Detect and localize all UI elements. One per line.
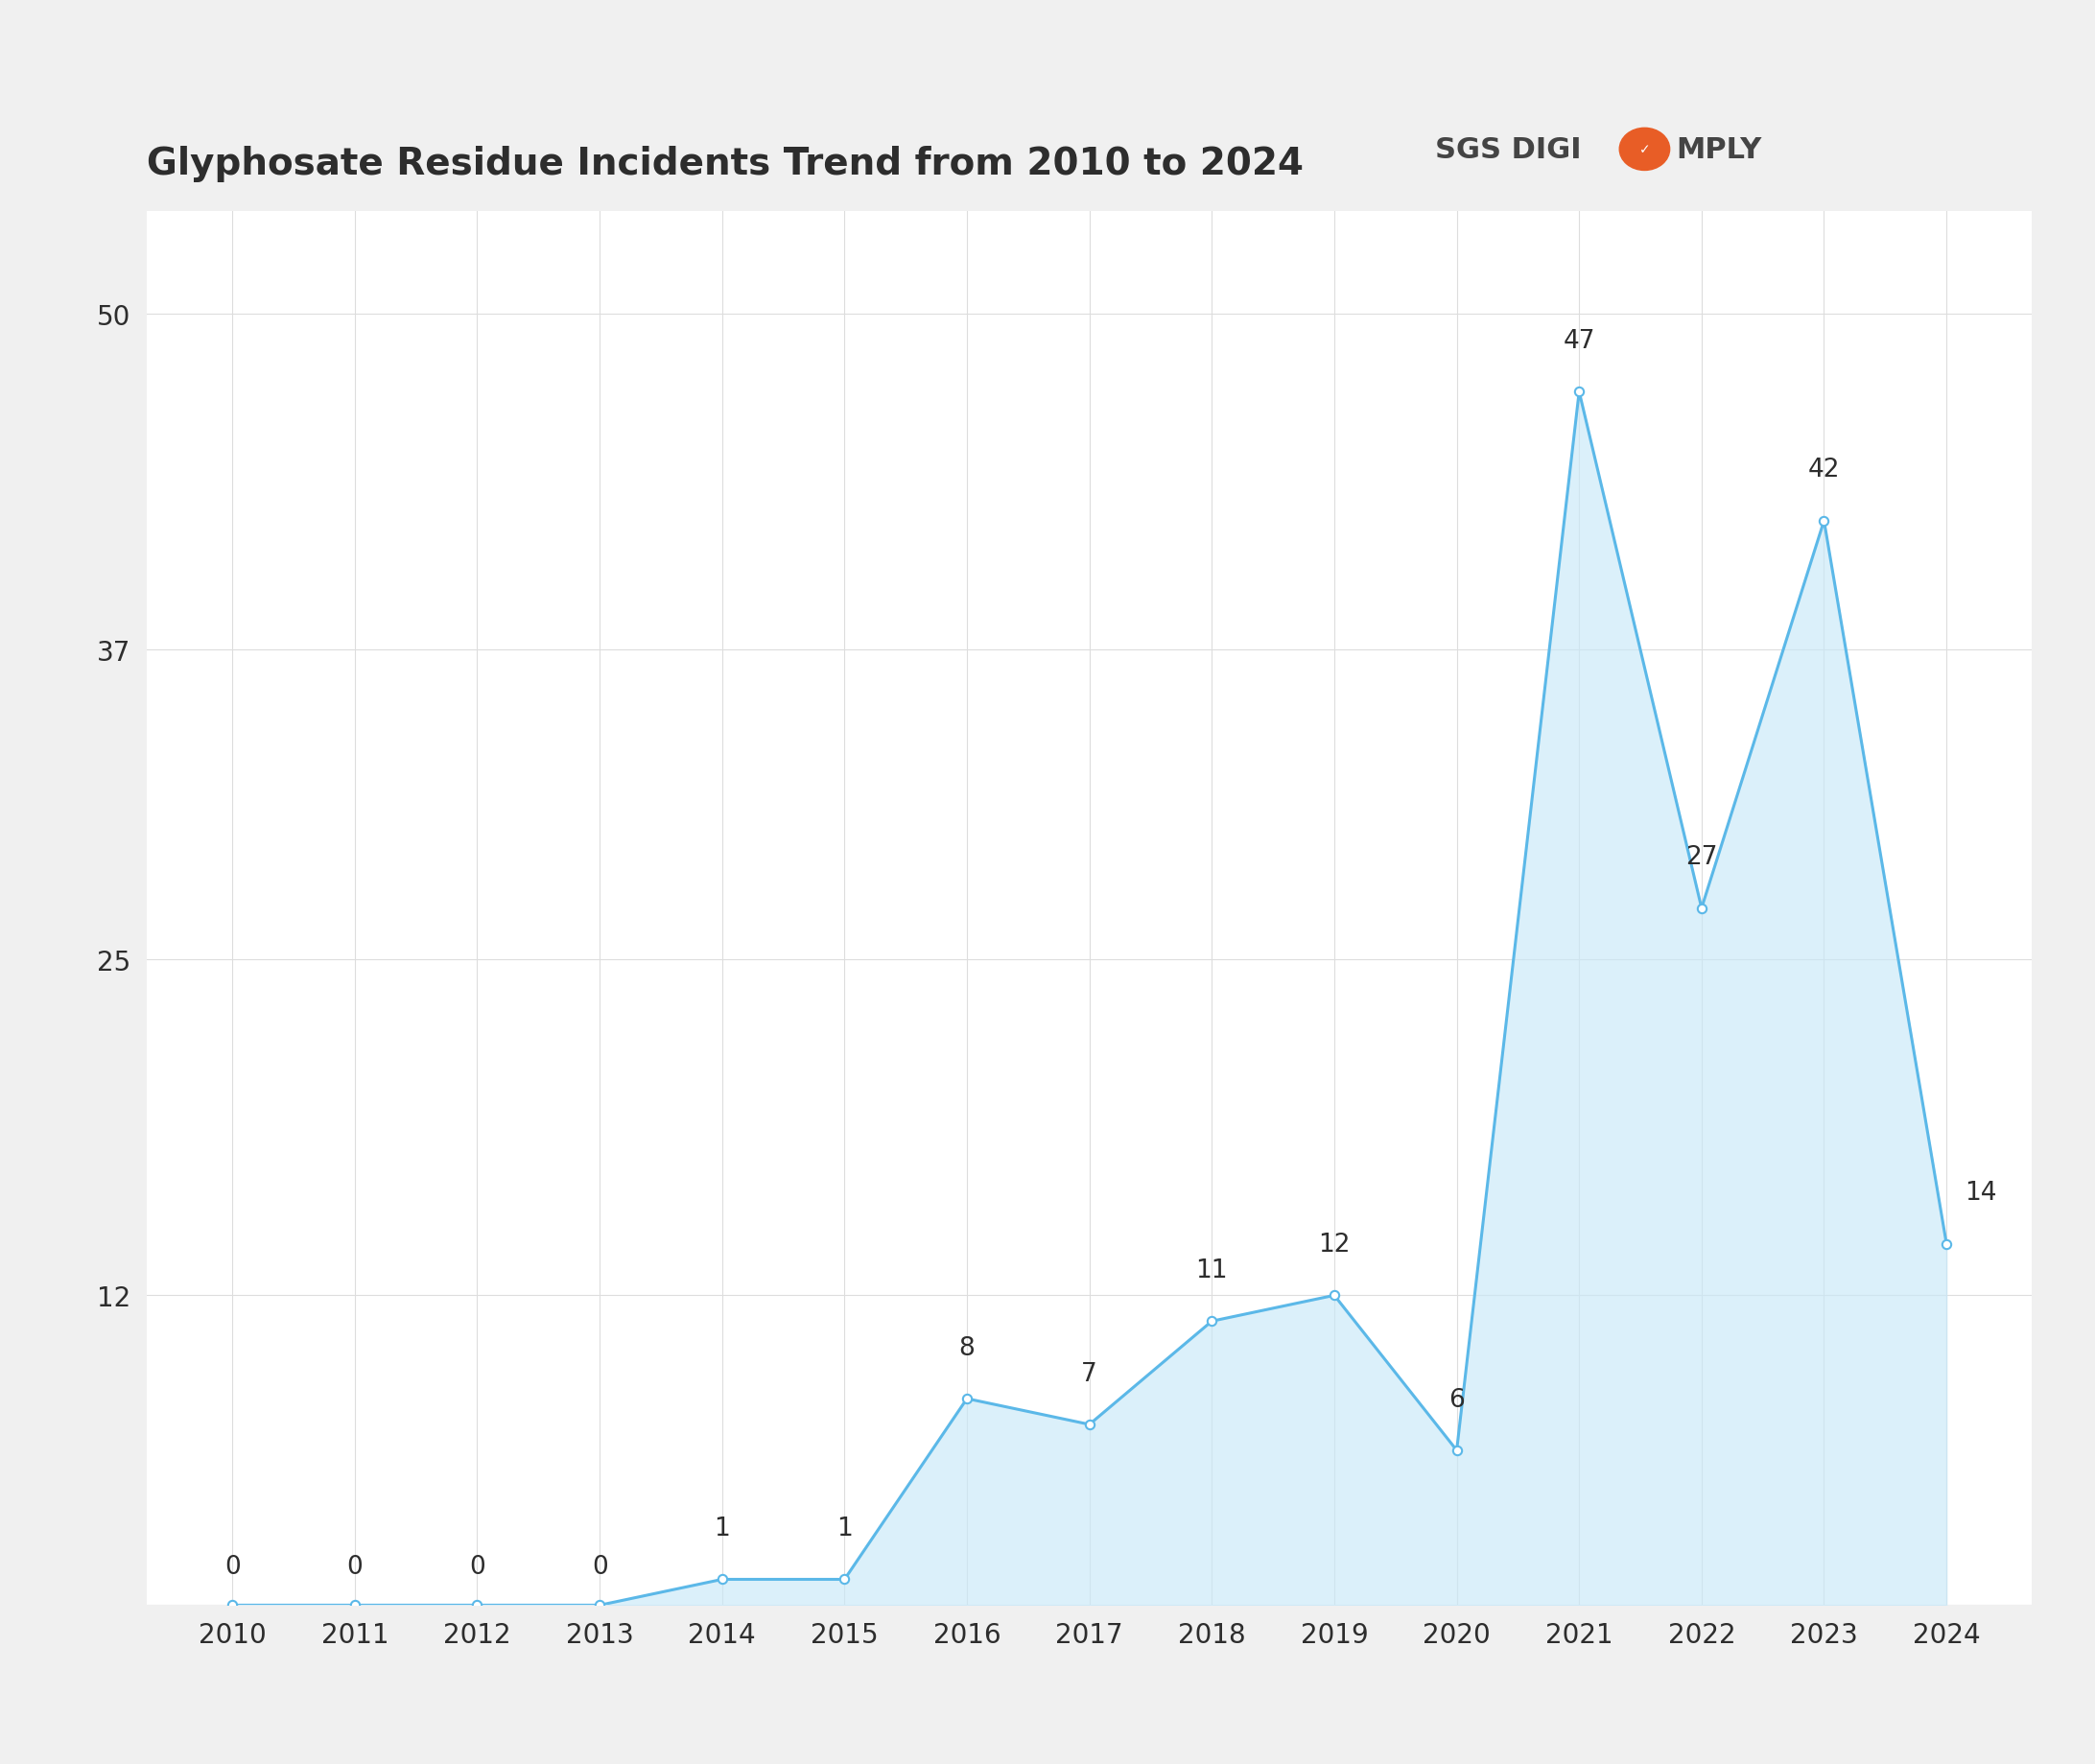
Text: 8: 8 xyxy=(960,1335,974,1360)
Text: 0: 0 xyxy=(348,1554,362,1579)
Text: 6: 6 xyxy=(1448,1387,1464,1411)
Point xyxy=(582,1591,616,1619)
Text: 11: 11 xyxy=(1196,1258,1228,1282)
Point xyxy=(1929,1230,1963,1258)
Text: 7: 7 xyxy=(1081,1362,1098,1387)
Point xyxy=(1194,1307,1228,1335)
Text: 0: 0 xyxy=(591,1554,608,1579)
Point xyxy=(1318,1281,1351,1309)
Point xyxy=(216,1591,249,1619)
Text: 42: 42 xyxy=(1808,457,1839,483)
Point xyxy=(828,1565,861,1593)
Point xyxy=(461,1591,494,1619)
Point xyxy=(337,1591,371,1619)
Point xyxy=(706,1565,740,1593)
Circle shape xyxy=(1619,129,1670,171)
Point xyxy=(1684,894,1718,923)
Text: 27: 27 xyxy=(1686,845,1718,870)
Point xyxy=(951,1385,985,1413)
Text: 0: 0 xyxy=(469,1554,486,1579)
Text: 47: 47 xyxy=(1563,328,1594,353)
Text: 0: 0 xyxy=(224,1554,241,1579)
Text: SGS DIGI: SGS DIGI xyxy=(1435,136,1582,164)
Text: 1: 1 xyxy=(836,1515,853,1540)
Point xyxy=(1563,377,1596,406)
Point xyxy=(1073,1411,1106,1439)
Text: Glyphosate Residue Incidents Trend from 2010 to 2024: Glyphosate Residue Incidents Trend from … xyxy=(147,146,1303,182)
Text: 14: 14 xyxy=(1965,1180,1997,1205)
Point xyxy=(1439,1436,1473,1464)
Text: 12: 12 xyxy=(1318,1231,1351,1258)
Text: MPLY: MPLY xyxy=(1676,136,1762,164)
Text: ✓: ✓ xyxy=(1638,143,1651,157)
Point xyxy=(1808,508,1842,536)
Text: 1: 1 xyxy=(714,1515,731,1540)
